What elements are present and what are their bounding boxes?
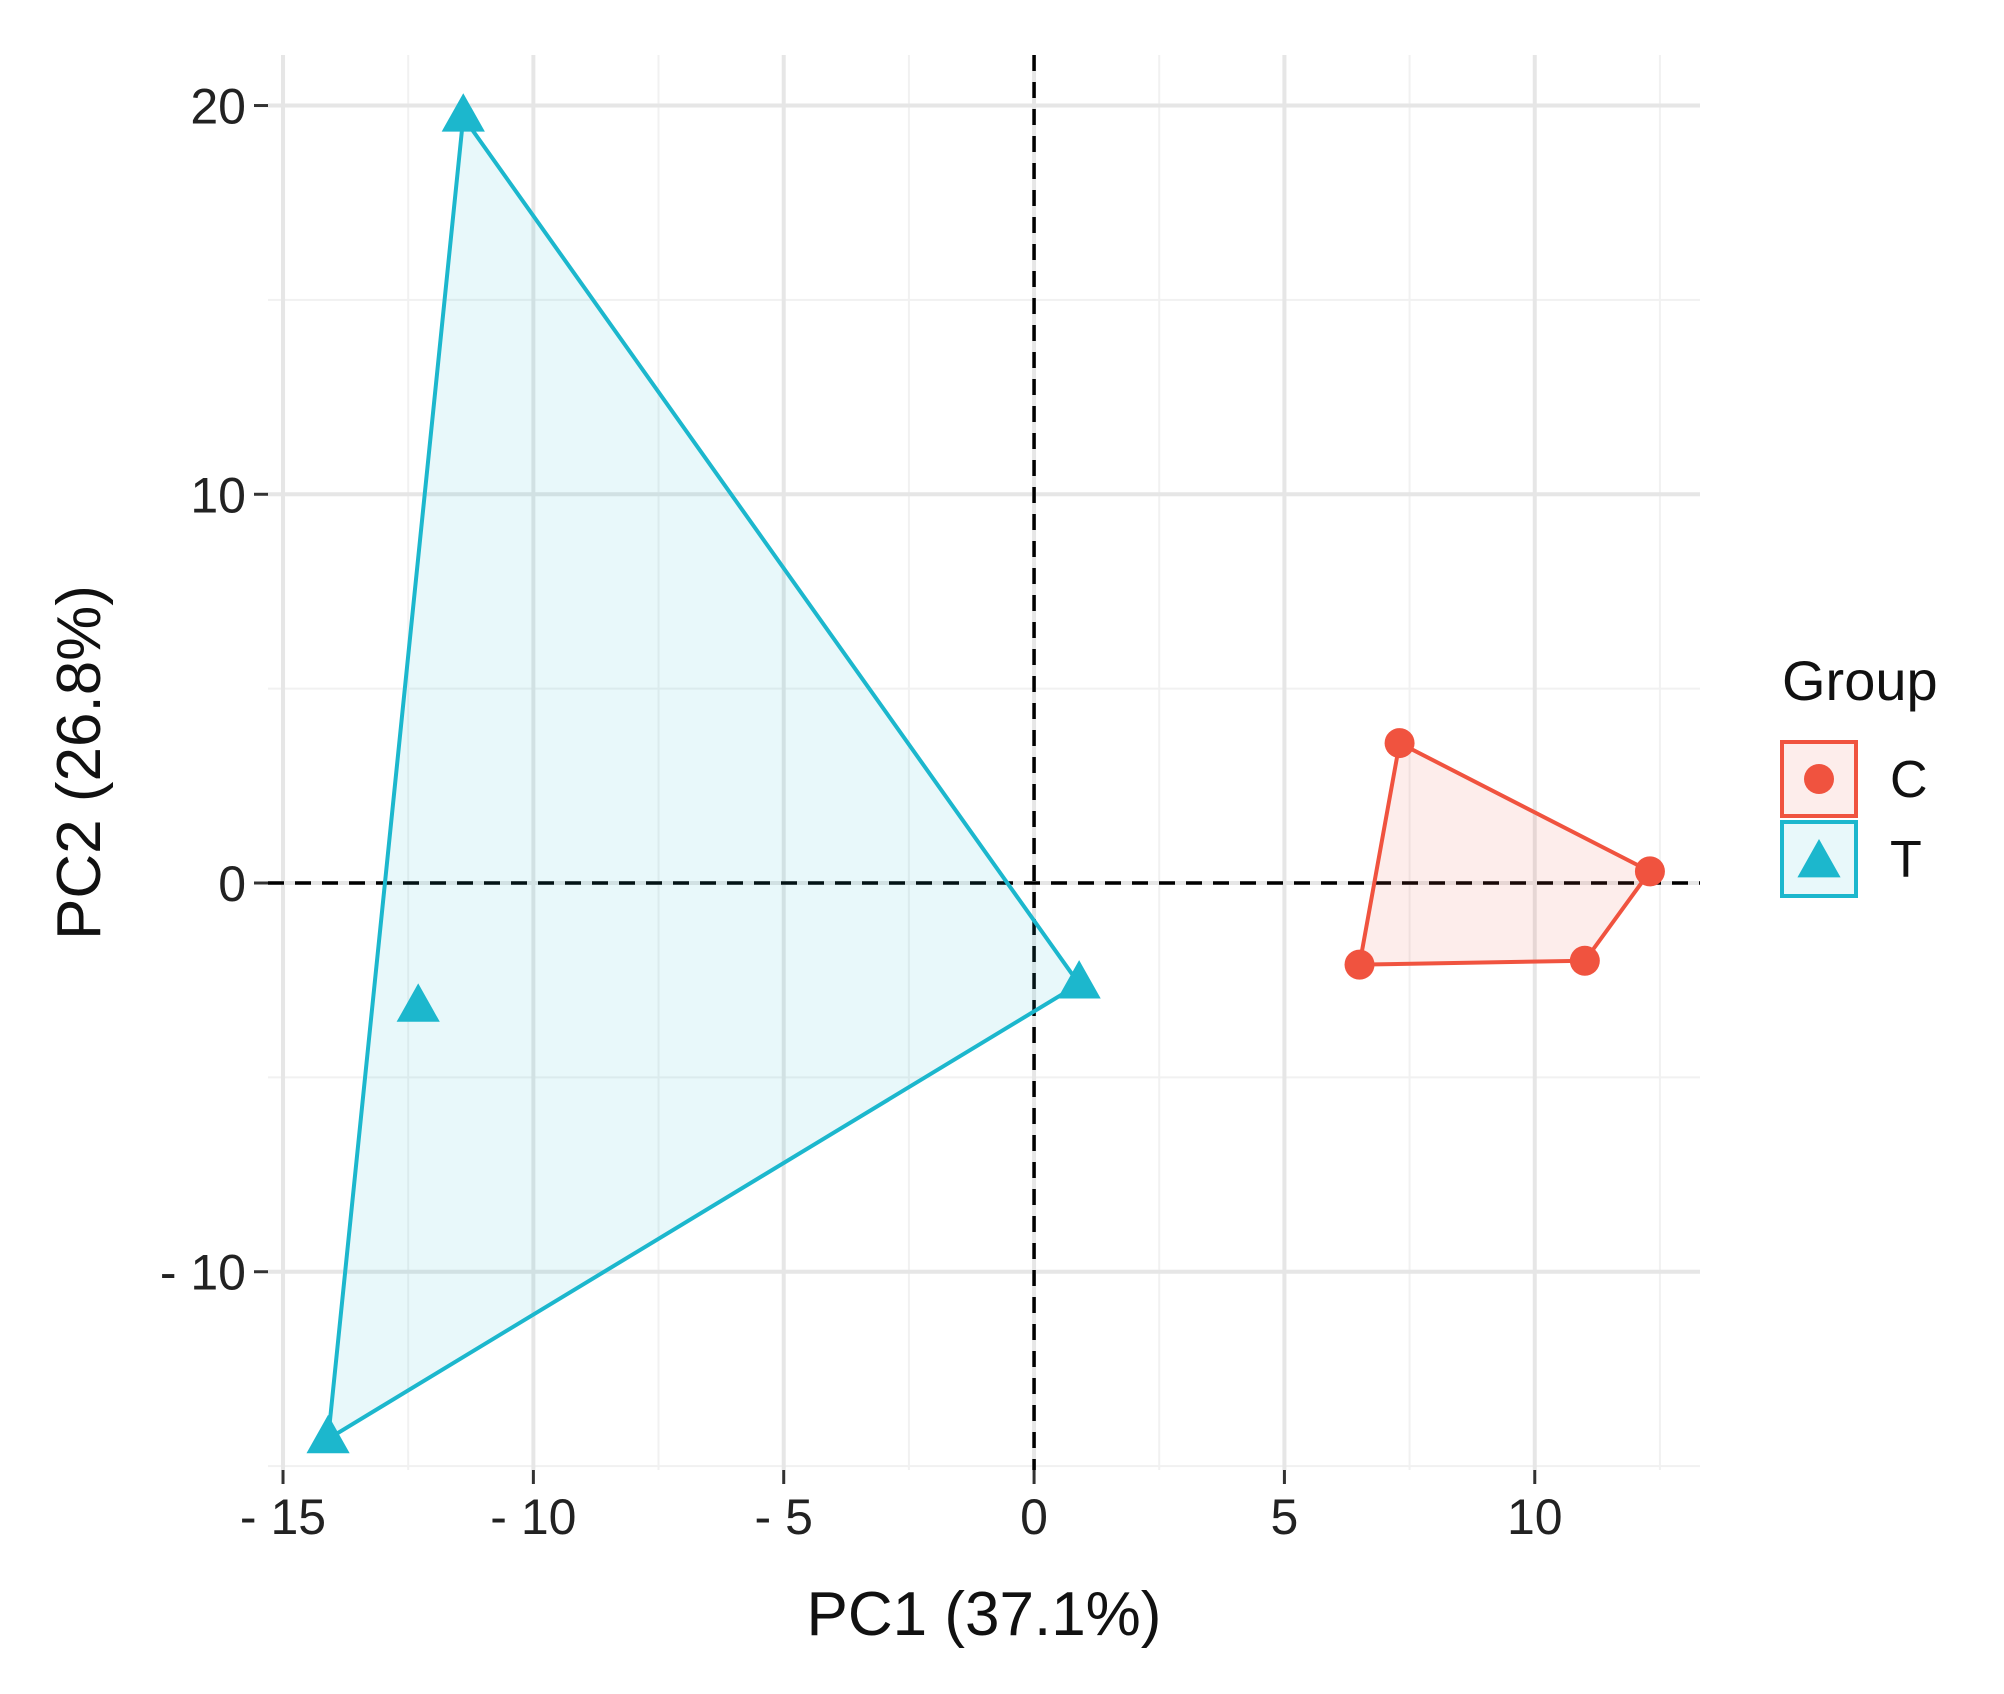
y-tick-label: 20 xyxy=(190,79,246,135)
y-tick-label: - 10 xyxy=(160,1245,246,1301)
legend-title: Group xyxy=(1782,649,1938,712)
point-T xyxy=(396,983,440,1022)
point-T xyxy=(1057,960,1101,999)
x-tick-label: 5 xyxy=(1271,1489,1299,1545)
point-C xyxy=(1344,949,1375,980)
legend-label-C: C xyxy=(1890,751,1928,809)
y-tick-label: 0 xyxy=(218,856,246,912)
point-T xyxy=(441,93,485,132)
legend-label-T: T xyxy=(1890,831,1922,889)
x-tick-label: 10 xyxy=(1507,1489,1563,1545)
point-C xyxy=(1634,856,1665,887)
axes: - 15 - 10 - 5 0 5 10 - 10 0 10 20 xyxy=(160,79,1563,1545)
point-C xyxy=(1569,945,1600,976)
legend-key-T xyxy=(1780,820,1858,898)
point-C xyxy=(1384,728,1415,759)
y-tick-label: 10 xyxy=(190,467,246,523)
legend: Group CT xyxy=(1780,649,1938,898)
point-T xyxy=(306,1414,350,1454)
legend-marker-T xyxy=(1797,839,1841,878)
x-tick-label: - 5 xyxy=(755,1489,813,1545)
data-points xyxy=(306,93,1665,1454)
x-tick-label: - 15 xyxy=(240,1489,326,1545)
hull-T xyxy=(326,115,1082,1441)
reference-lines xyxy=(268,55,1700,1470)
legend-marker-C xyxy=(1804,764,1834,794)
y-axis-title: PC2 (26.8%) xyxy=(45,585,114,940)
x-tick-label: 0 xyxy=(1020,1489,1048,1545)
x-axis-title: PC1 (37.1%) xyxy=(807,1580,1162,1649)
x-tick-label: - 10 xyxy=(490,1489,576,1545)
